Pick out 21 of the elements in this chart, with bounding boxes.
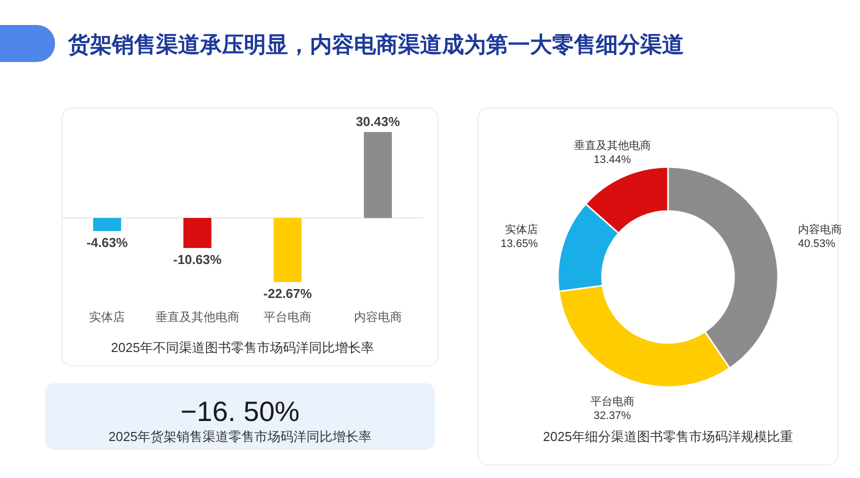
x-tick-label: 垂直及其他电商: [155, 310, 240, 324]
x-axis-title: 2025年不同渠道图书零售市场码洋同比增长率: [111, 340, 374, 355]
data-label: -4.63%: [86, 235, 128, 250]
data-label: -10.63%: [173, 252, 222, 267]
slice-label: 平台电商: [590, 395, 634, 408]
chart-title: 货架销售渠道承压明显，内容电商渠道成为第一大零售细分渠道: [67, 32, 684, 57]
data-label: -22.67%: [263, 286, 312, 301]
data-label: 32.37%: [594, 410, 632, 422]
slice-label: 内容电商: [798, 223, 842, 236]
x-tick-label: 内容电商: [354, 310, 402, 324]
text: 2025年货架销售渠道零售市场码洋同比增长率: [108, 429, 372, 444]
slice-label: 垂直及其他电商: [574, 138, 651, 152]
text: 2025年细分渠道图书零售市场码洋规模比重: [543, 429, 793, 444]
text: −16. 50%: [180, 396, 300, 427]
data-label: 40.53%: [798, 238, 836, 250]
x-tick-label: 平台电商: [264, 310, 312, 324]
x-tick-label: 实体店: [89, 310, 126, 324]
data-label: 13.44%: [594, 154, 632, 166]
data-label: 30.43%: [356, 114, 400, 129]
data-label: 13.65%: [500, 238, 538, 250]
slice-label: 实体店: [504, 223, 538, 236]
